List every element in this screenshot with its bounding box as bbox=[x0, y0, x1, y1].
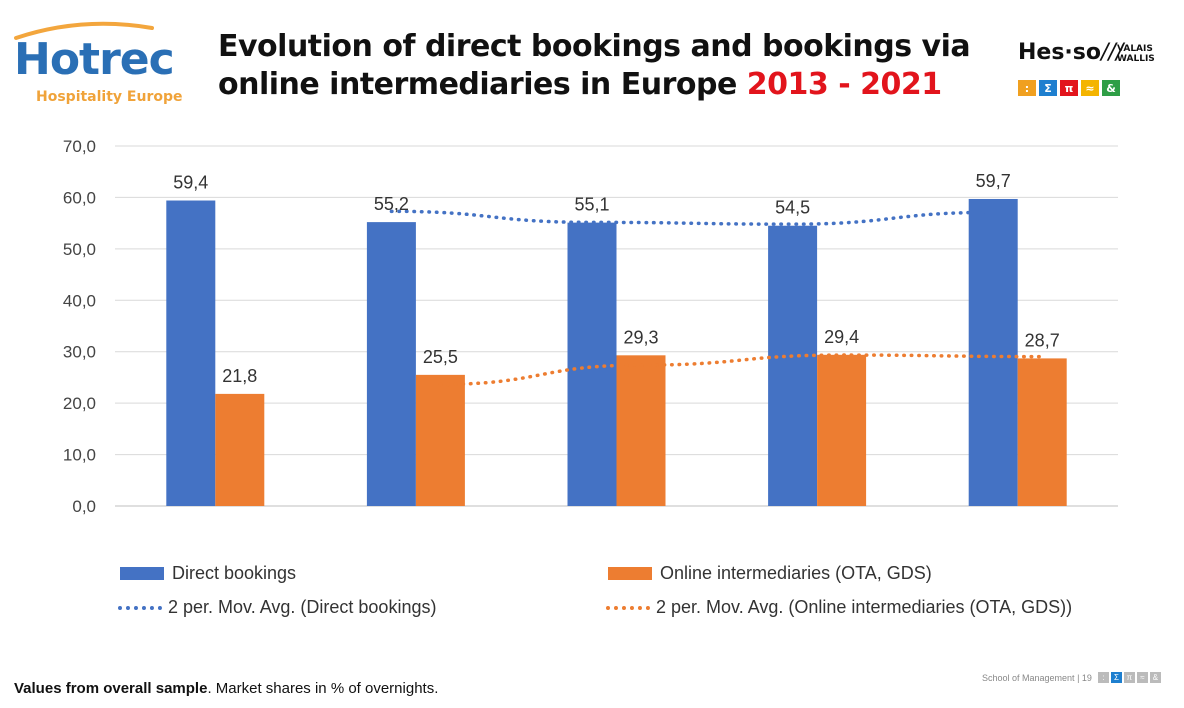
legend-item-direct-avg: 2 per. Mov. Avg. (Direct bookings) bbox=[118, 597, 436, 618]
legend-label-online: Online intermediaries (OTA, GDS) bbox=[660, 563, 932, 583]
y-tick-label: 70,0 bbox=[63, 137, 96, 156]
legend-swatch-direct bbox=[120, 567, 164, 580]
bar-online bbox=[215, 393, 265, 506]
legend-swatch-online bbox=[608, 567, 652, 580]
bar-direct bbox=[768, 225, 818, 506]
hesso-region-line-2: WALLIS bbox=[1117, 54, 1155, 64]
hesso-region: VALAIS WALLIS bbox=[1117, 44, 1155, 64]
bookings-chart: 0,010,020,030,040,050,060,070,0201320152… bbox=[63, 137, 1118, 516]
hesso-symbol-1: Σ bbox=[1039, 80, 1057, 96]
legend-label-direct: Direct bookings bbox=[172, 563, 297, 583]
footer-symbol-0: : bbox=[1097, 672, 1109, 683]
bar-online bbox=[616, 355, 666, 506]
bar-direct bbox=[366, 222, 416, 506]
title-year-range: 2013 - 2021 bbox=[746, 67, 942, 102]
bar-direct bbox=[968, 198, 1018, 506]
logo-tagline: Hospitality Europe bbox=[36, 89, 183, 105]
data-label-online: 29,4 bbox=[824, 327, 859, 347]
hesso-wordmark: Hes·so/// bbox=[1018, 40, 1123, 65]
footer-note-rest: . Market shares in % of overnights. bbox=[207, 680, 439, 697]
footer-symbol-4: & bbox=[1149, 672, 1161, 683]
data-label-direct: 59,7 bbox=[976, 171, 1011, 191]
bar-online bbox=[1017, 358, 1067, 506]
legend-label-direct-avg: 2 per. Mov. Avg. (Direct bookings) bbox=[168, 597, 437, 617]
footer-symbol-3: ≈ bbox=[1136, 672, 1148, 683]
y-tick-label: 30,0 bbox=[63, 343, 96, 362]
footer-symbol-2: π bbox=[1123, 672, 1135, 683]
page-title: Evolution of direct bookings and booking… bbox=[218, 28, 978, 104]
bar-direct bbox=[166, 200, 216, 506]
legend-dotted-online bbox=[606, 605, 650, 610]
legend-item-online-avg: 2 per. Mov. Avg. (Online intermediaries … bbox=[606, 597, 1072, 618]
data-label-direct: 54,5 bbox=[775, 198, 810, 218]
hesso-symbol-0: : bbox=[1018, 80, 1036, 96]
hesso-symbol-2: π bbox=[1060, 80, 1078, 96]
data-label-direct: 59,4 bbox=[173, 173, 208, 193]
legend-label-online-avg: 2 per. Mov. Avg. (Online intermediaries … bbox=[656, 597, 1073, 617]
title-line-1: Evolution of direct bookings and booking… bbox=[218, 29, 971, 64]
y-tick-label: 50,0 bbox=[63, 240, 96, 259]
hesso-symbol-3: ≈ bbox=[1081, 80, 1099, 96]
data-label-direct: 55,1 bbox=[574, 195, 609, 215]
footer-note: Values from overall sample. Market share… bbox=[14, 680, 438, 697]
y-tick-label: 10,0 bbox=[63, 446, 96, 465]
bar-online bbox=[817, 354, 867, 506]
data-label-online: 29,3 bbox=[623, 327, 658, 347]
bar-direct bbox=[567, 222, 617, 506]
footer-school-label: School of Management | 19 bbox=[982, 672, 1092, 683]
trendline-direct bbox=[389, 209, 995, 226]
data-label-online: 28,7 bbox=[1025, 330, 1060, 350]
y-tick-label: 60,0 bbox=[63, 188, 96, 207]
page-number: 19 bbox=[1081, 672, 1092, 683]
bar-online bbox=[415, 374, 465, 506]
y-tick-label: 0,0 bbox=[72, 497, 96, 516]
footer-symbol-1: Σ bbox=[1110, 672, 1122, 683]
school-name: School of Management bbox=[982, 672, 1075, 683]
data-label-direct: 55,2 bbox=[374, 194, 409, 214]
footer-note-bold: Values from overall sample bbox=[14, 680, 208, 697]
hesso-region-line-1: VALAIS bbox=[1117, 44, 1153, 54]
legend-dotted-direct bbox=[118, 605, 162, 610]
logo-swoosh-icon bbox=[14, 21, 154, 40]
y-tick-label: 20,0 bbox=[63, 394, 96, 413]
data-label-online: 25,5 bbox=[423, 347, 458, 367]
hesso-symbol-4: & bbox=[1102, 80, 1120, 96]
data-label-online: 21,8 bbox=[222, 366, 257, 386]
hesso-slashes: /// bbox=[1101, 40, 1124, 65]
legend-item-direct: Direct bookings bbox=[120, 563, 296, 584]
hesso-name: Hes·so bbox=[1018, 40, 1101, 65]
legend-item-online: Online intermediaries (OTA, GDS) bbox=[608, 563, 932, 584]
hotrec-logo: Hotrec Hospitality Europe bbox=[12, 14, 183, 104]
title-line-2: online intermediaries in Europe bbox=[218, 67, 747, 102]
y-tick-label: 40,0 bbox=[63, 291, 96, 310]
logo-name: Hotrec bbox=[14, 34, 175, 85]
trendline-online bbox=[438, 353, 1044, 387]
